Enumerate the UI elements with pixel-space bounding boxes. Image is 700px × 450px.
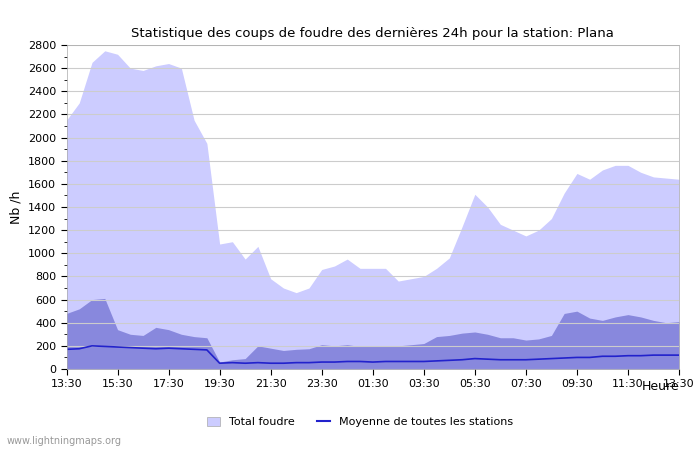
Text: Heure: Heure xyxy=(641,380,679,393)
Text: www.lightningmaps.org: www.lightningmaps.org xyxy=(7,436,122,446)
Title: Statistique des coups de foudre des dernières 24h pour la station: Plana: Statistique des coups de foudre des dern… xyxy=(132,27,614,40)
Y-axis label: Nb /h: Nb /h xyxy=(9,190,22,224)
